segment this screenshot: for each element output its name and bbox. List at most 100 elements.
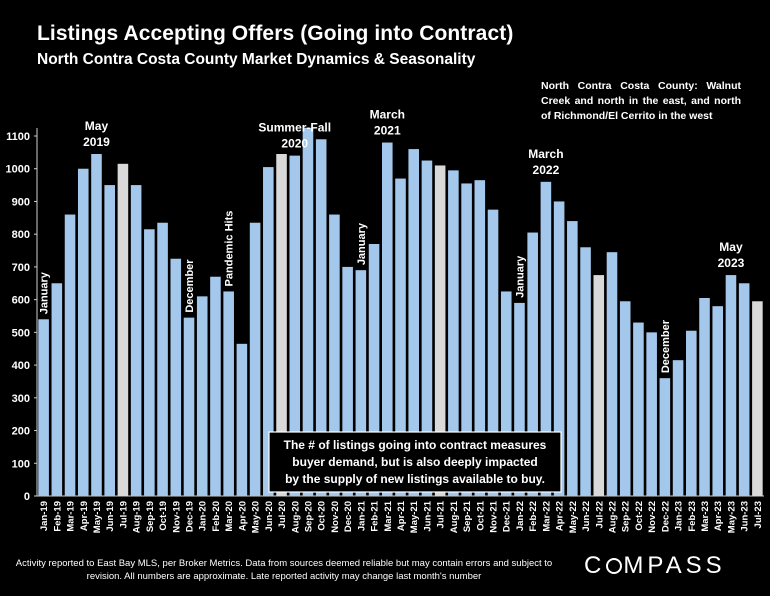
annotation-line: 2021 [374, 124, 401, 138]
compass-logo: C MPASS [584, 552, 726, 580]
region-note: North Contra Costa County: Walnut Creek … [541, 80, 741, 122]
brand-text-pre: C [584, 552, 606, 579]
x-tick-label: Nov-22 [647, 501, 658, 533]
y-tick-label: 1100 [6, 131, 30, 143]
y-tick-label: 1000 [6, 164, 30, 176]
callout-box [268, 431, 562, 493]
x-tick-label: Jul-22 [594, 501, 605, 528]
y-tick-label: 500 [12, 327, 30, 339]
brand-text-post: MPASS [623, 552, 726, 579]
bar-jan-23 [672, 360, 684, 496]
bar-jan-20 [196, 296, 208, 496]
x-tick-label: May-20 [251, 501, 262, 533]
y-tick-label: 300 [12, 393, 30, 405]
x-tick-label: Oct-22 [634, 501, 645, 531]
chart-title: Listings Accepting Offers (Going into Co… [37, 22, 514, 45]
chart-subtitle: North Contra Costa County Market Dynamic… [37, 51, 476, 68]
x-tick-label: Jan-21 [356, 500, 367, 531]
bar-jul-21 [434, 165, 446, 497]
bar-sep-22 [619, 301, 631, 496]
x-tick-label: Nov-19 [171, 501, 182, 533]
annotation-line: May [719, 240, 743, 254]
annotation-label: January [39, 271, 51, 314]
bar-sep-21 [461, 183, 472, 497]
bar-mar-23 [699, 298, 710, 496]
x-tick-label: Aug-19 [132, 501, 143, 533]
bar-mar-22 [540, 181, 552, 496]
bar-jul-23 [752, 301, 763, 496]
y-tick-label: 800 [12, 229, 30, 241]
annotation-line: May [85, 119, 109, 133]
bar-jun-19 [104, 185, 115, 496]
x-tick-label: Apr-19 [79, 501, 90, 531]
x-tick-label: Jun-22 [581, 501, 592, 532]
x-tick-label: Mar-19 [66, 501, 77, 532]
x-tick-label: Mar-21 [383, 500, 394, 531]
x-tick-label: Sep-19 [145, 501, 156, 532]
x-tick-label: Jun-19 [105, 501, 116, 532]
x-tick-label: Feb-20 [211, 501, 222, 532]
annotation-line: March [370, 108, 405, 122]
bar-jan-21 [355, 270, 367, 496]
bar-oct-21 [474, 180, 486, 496]
x-tick-label: May-23 [726, 501, 737, 533]
bar-feb-22 [527, 232, 538, 496]
bar-aug-21 [448, 170, 459, 496]
x-tick-label: Oct-19 [158, 501, 169, 531]
callout-line: buyer demand, but is also deeply impacte… [292, 455, 537, 469]
brand-o-ring [606, 558, 623, 574]
annotation-label: Summer-Fall 2020 [258, 121, 331, 151]
bar-oct-20 [315, 139, 327, 497]
annotation-line: 2023 [718, 256, 745, 270]
callout-text: The # of listings going into contract me… [284, 438, 547, 486]
x-tick-label: Dec-22 [660, 501, 671, 532]
bar-aug-22 [606, 252, 618, 496]
bar-jul-20 [276, 154, 287, 496]
x-tick-label: Feb-19 [52, 501, 63, 532]
x-tick-label: Apr-23 [713, 501, 724, 531]
x-tick-label: Jul-23 [753, 501, 764, 528]
y-tick-label: 900 [12, 196, 30, 208]
bar-nov-20 [329, 214, 340, 496]
x-tick-label: Feb-23 [687, 501, 698, 532]
x-tick-label: Nov-21 [489, 500, 500, 532]
y-tick-label: 600 [12, 295, 30, 307]
x-tick-label: Aug-21 [449, 500, 460, 533]
y-tick-label: 200 [12, 426, 30, 438]
x-tick-label: Apr-20 [237, 501, 248, 531]
x-tick-label: Jan-22 [515, 501, 526, 531]
bar-mar-19 [64, 214, 76, 496]
bar-may-20 [249, 222, 261, 496]
x-tick-label: Jun-20 [264, 501, 275, 532]
x-tick-label: Jan-19 [39, 501, 50, 531]
x-tick-label: May-21 [409, 500, 420, 533]
bar-oct-19 [157, 222, 168, 496]
x-tick-label: Jan-20 [198, 501, 209, 531]
y-tick-label: 100 [12, 458, 30, 470]
bar-aug-19 [130, 185, 142, 496]
callout-line: by the supply of new listings available … [285, 472, 545, 486]
bar-apr-22 [553, 201, 565, 497]
x-tick-label: Jun-23 [740, 501, 751, 532]
annotation-line: 2022 [533, 163, 560, 177]
x-tick-label: Feb-21 [370, 500, 381, 531]
x-tick-label: May-22 [568, 501, 579, 533]
bar-may-23 [725, 275, 737, 496]
x-tick-label: Dec-20 [343, 501, 354, 532]
bar-dec-21 [500, 291, 512, 496]
x-tick-label: Sep-20 [303, 501, 314, 532]
x-tick-label: Nov-20 [330, 501, 341, 533]
bar-jun-21 [421, 160, 433, 496]
x-tick-label: Apr-22 [555, 501, 566, 531]
bar-jul-22 [593, 275, 605, 496]
y-tick-label: 400 [12, 360, 30, 372]
bar-may-19 [91, 154, 102, 496]
x-tick-label: Jan-23 [674, 501, 685, 531]
bar-nov-22 [646, 332, 657, 496]
annotation-line: March [528, 147, 563, 161]
bar-nov-21 [487, 209, 499, 497]
annotation-label: March 2021 [370, 108, 405, 138]
bar-may-22 [567, 221, 578, 496]
bar-sep-20 [302, 127, 314, 497]
